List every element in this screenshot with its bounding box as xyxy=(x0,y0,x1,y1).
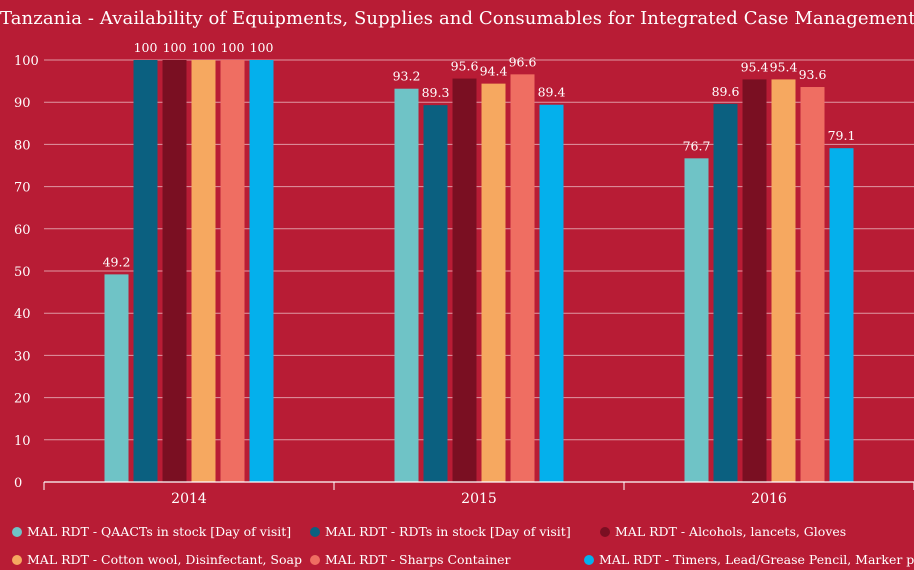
data-label: 89.3 xyxy=(422,85,450,100)
x-tick-label: 2015 xyxy=(461,491,497,507)
bar xyxy=(713,103,738,482)
bar-chart: 0 10 20 30 40 50 60 70 80 90 100 49.2 100 100 100 100 1… xyxy=(14,40,914,507)
data-label: 95.4 xyxy=(770,59,798,74)
data-label: 95.4 xyxy=(741,59,769,74)
data-label: 89.6 xyxy=(712,84,740,99)
y-tick-label: 30 xyxy=(14,349,31,364)
legend-swatch xyxy=(12,526,22,537)
y-axis-tick-labels: 0 10 20 30 40 50 60 70 80 90 100 xyxy=(14,54,39,491)
data-label: 93.6 xyxy=(799,67,827,82)
x-axis: 2014 2015 2016 xyxy=(43,481,914,507)
legend-item: MAL RDT - Alcohols, lancets, Gloves xyxy=(600,524,846,539)
data-labels: 49.2 100 100 100 100 100 93.289.395.6 94.496.6 8… xyxy=(103,40,856,269)
y-tick-label: 80 xyxy=(14,138,31,153)
y-tick-label: 60 xyxy=(14,223,31,238)
bar xyxy=(162,60,187,482)
data-label: 100 xyxy=(250,40,274,55)
data-label: 93.2 xyxy=(393,69,421,84)
legend-item: MAL RDT - Cotton wool, Disinfectant, Soa… xyxy=(12,552,302,567)
bar xyxy=(394,88,419,483)
x-tick-label: 2014 xyxy=(171,491,207,507)
bar xyxy=(539,104,564,483)
y-tick-label: 50 xyxy=(14,265,31,280)
bar xyxy=(220,60,245,482)
gridlines xyxy=(44,59,914,441)
legend-label: MAL RDT - Timers, Lead/Grease Pencil, Ma… xyxy=(599,552,914,567)
legend-label: MAL RDT - Cotton wool, Disinfectant, Soa… xyxy=(27,552,302,567)
data-label: 100 xyxy=(163,40,187,55)
bar xyxy=(771,79,796,483)
data-label: 79.1 xyxy=(828,128,856,143)
bar xyxy=(829,148,854,482)
y-tick-label: 10 xyxy=(14,434,31,449)
legend-swatch xyxy=(310,554,320,565)
legend-item: MAL RDT - QAACTs in stock [Day of visit] xyxy=(12,524,291,539)
bar xyxy=(249,60,274,482)
legend-label: MAL RDT - RDTs in stock [Day of visit] xyxy=(325,524,571,539)
x-tick-label: 2016 xyxy=(751,491,787,507)
legend: MAL RDT - QAACTs in stock [Day of visit]… xyxy=(0,520,914,570)
y-tick-label: 40 xyxy=(14,307,31,322)
y-tick-label: 90 xyxy=(14,96,31,111)
data-label: 100 xyxy=(192,40,216,55)
data-label: 96.6 xyxy=(509,54,537,69)
bar xyxy=(191,60,216,482)
bars xyxy=(104,60,854,483)
data-label: 94.4 xyxy=(480,64,508,79)
bar xyxy=(452,78,477,483)
legend-item: MAL RDT - Sharps Container xyxy=(310,552,511,567)
legend-label: MAL RDT - QAACTs in stock [Day of visit] xyxy=(27,524,292,539)
bar xyxy=(800,87,825,483)
y-tick-label: 100 xyxy=(14,54,39,69)
bar xyxy=(684,158,709,483)
bar xyxy=(742,79,767,483)
bar xyxy=(104,274,129,482)
legend-swatch xyxy=(310,526,320,537)
legend-swatch xyxy=(584,554,594,565)
data-label: 89.4 xyxy=(538,85,566,100)
bar xyxy=(481,83,506,483)
legend-label: MAL RDT - Alcohols, lancets, Gloves xyxy=(615,524,847,539)
data-label: 100 xyxy=(134,40,158,55)
bar xyxy=(510,74,535,483)
y-tick-label: 70 xyxy=(14,181,31,196)
legend-item: MAL RDT - Timers, Lead/Grease Pencil, Ma… xyxy=(584,552,914,567)
legend-label: MAL RDT - Sharps Container xyxy=(325,552,511,567)
legend-swatch xyxy=(12,554,22,565)
legend-item: MAL RDT - RDTs in stock [Day of visit] xyxy=(310,524,571,539)
data-label: 95.6 xyxy=(451,59,479,74)
bar xyxy=(133,60,158,482)
data-label: 76.7 xyxy=(683,138,711,153)
data-label: 100 xyxy=(221,40,245,55)
bar xyxy=(423,105,448,483)
y-tick-label: 20 xyxy=(14,392,31,407)
data-label: 49.2 xyxy=(103,254,131,269)
chart-title: Tanzania - Availability of Equipments, S… xyxy=(0,8,914,29)
y-tick-label: 0 xyxy=(14,476,22,491)
legend-swatch xyxy=(600,526,610,537)
